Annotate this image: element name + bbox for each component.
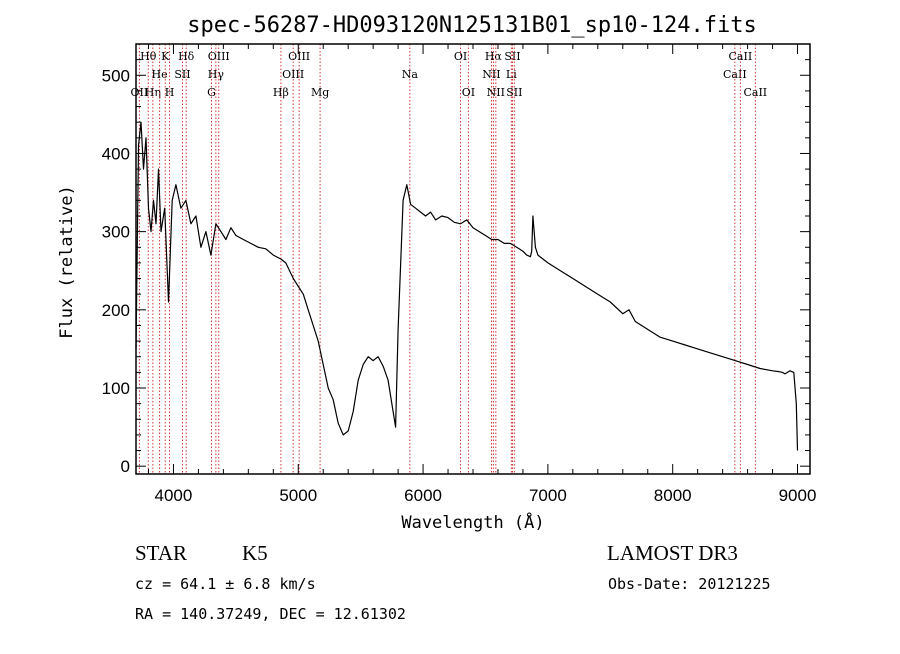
coordinates: RA = 140.37249, DEC = 12.61302 <box>135 605 406 623</box>
marker-label: CaII <box>743 86 767 99</box>
marker-label: OII <box>131 86 149 99</box>
object-subclass: K5 <box>242 541 268 565</box>
marker-label: Na <box>402 68 419 81</box>
marker-label: OIII <box>288 50 310 63</box>
y-axis-label: Flux (relative) <box>57 185 77 339</box>
chart-title: spec-56287-HD093120N125131B01_sp10-124.f… <box>187 13 757 38</box>
axis-ticks: 4000 5000 6000 7000 8000 9000 0 100 200 300 400 500 <box>102 44 817 505</box>
x-tick-label: 8000 <box>654 486 692 505</box>
x-tick-label: 7000 <box>529 486 567 505</box>
object-class: STAR <box>135 541 187 565</box>
y-tick-label: 100 <box>102 379 130 398</box>
marker-label: SII <box>506 86 522 99</box>
marker-label: OI <box>462 86 475 99</box>
y-tick-label: 0 <box>121 457 130 476</box>
marker-label: CaII <box>729 50 753 63</box>
x-axis-label: Wavelength (Å) <box>401 511 544 533</box>
marker-label: Mg <box>311 86 329 99</box>
marker-label: H <box>165 86 175 99</box>
marker-label: Hβ <box>273 86 289 99</box>
marker-label: SII <box>174 68 190 81</box>
marker-label: Hη <box>145 86 161 99</box>
x-tick-label: 6000 <box>404 486 442 505</box>
marker-label: OIII <box>282 68 304 81</box>
line-markers: OII Hθ Hη He K H SII Hδ G Hγ OIII Hβ OIII OIII Mg Na OI O… <box>131 44 767 474</box>
spectrum-line <box>135 121 799 451</box>
marker-label: K <box>161 50 170 63</box>
marker-label: Li <box>506 68 517 81</box>
x-tick-label: 9000 <box>779 486 817 505</box>
x-tick-label: 5000 <box>279 486 317 505</box>
marker-label: He <box>152 68 168 81</box>
obs-date: Obs-Date: 20121225 <box>608 575 771 593</box>
marker-label: SII <box>504 50 520 63</box>
marker-label: OI <box>454 50 467 63</box>
x-tick-label: 4000 <box>155 486 193 505</box>
marker-label: Hγ <box>208 68 225 81</box>
y-tick-label: 200 <box>102 301 130 320</box>
marker-label: CaII <box>723 68 747 81</box>
redshift-text: cz = 64.1 ± 6.8 km/s <box>135 575 316 593</box>
marker-label: G <box>207 86 216 99</box>
marker-label: Hα <box>485 50 503 63</box>
marker-label: NII <box>482 68 500 81</box>
marker-label: NII <box>487 86 505 99</box>
y-tick-label: 300 <box>102 223 130 242</box>
y-tick-label: 500 <box>102 66 130 85</box>
marker-label: Hδ <box>178 50 195 63</box>
y-tick-label: 400 <box>102 144 130 163</box>
marker-label: OIII <box>208 50 230 63</box>
marker-label: Hθ <box>140 50 157 63</box>
survey-label: LAMOST DR3 <box>607 541 738 565</box>
plot-frame <box>135 43 811 475</box>
